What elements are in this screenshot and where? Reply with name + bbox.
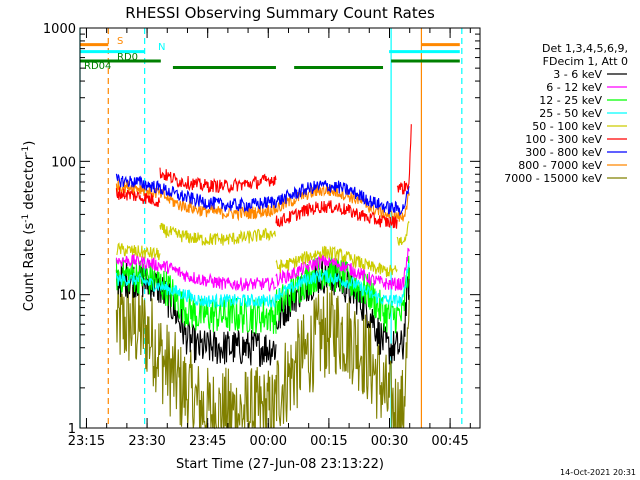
series-100-300kev [115, 124, 412, 229]
series-6-12kev [115, 247, 410, 292]
state-label-rd04: RD04 [84, 61, 111, 72]
series-line-segment-0 [116, 242, 161, 261]
series-line-segment-0 [115, 272, 277, 309]
legend-label: 7000 - 15000 keV [504, 172, 602, 185]
x-tick-label: 00:30 [371, 434, 408, 449]
series-50-100kev [116, 220, 410, 278]
series-line-segment-1 [275, 286, 410, 429]
legend-label: 6 - 12 keV [546, 81, 602, 94]
series-line-segment-0 [115, 179, 277, 222]
x-tick-label: 23:30 [128, 434, 165, 449]
legend-label: 3 - 6 keV [553, 68, 602, 81]
x-axis-label: Start Time (27-Jun-08 23:13:22) [176, 457, 384, 472]
footer-date: 14-Oct-2021 20:31 [560, 468, 636, 477]
x-tick-label: 00:15 [310, 434, 347, 449]
legend-label: 800 - 7000 keV [518, 159, 602, 172]
legend-header-line-2: FDecim 1, Att 0 [543, 55, 628, 68]
legend: Det 1,3,4,5,6,9, FDecim 1, Att 0 3 - 6 k… [504, 42, 628, 185]
series-line-segment-2 [275, 245, 398, 278]
plot-frame [79, 27, 481, 429]
y-tick-label: 1 [68, 422, 76, 437]
chart-title: RHESSI Observing Summary Count Rates [125, 4, 435, 22]
series-line-segment-0 [115, 257, 277, 334]
x-tick-label: 00:00 [250, 434, 287, 449]
series-line-segment-1 [275, 263, 410, 308]
legend-label: 12 - 25 keV [539, 94, 602, 107]
plot-area: S N RD0 RD04 1 10 100 1000 23:15 23:30 23:45 00:00 0… [43, 22, 481, 449]
series-25-50kev [115, 263, 410, 309]
series-line-segment-3 [396, 124, 412, 195]
series-line-segment-1 [275, 180, 410, 217]
legend-label: 300 - 800 keV [525, 146, 602, 159]
series-line-segment-0 [115, 277, 277, 430]
series-300-800kev [115, 173, 410, 217]
y-tick-label: 10 [59, 289, 76, 304]
series-line-segment-1 [159, 222, 277, 247]
legend-label: 25 - 50 keV [539, 107, 602, 120]
state-label-n: N [158, 42, 165, 53]
series-line-segment-0 [115, 173, 277, 213]
series-line-segment-1 [159, 167, 277, 194]
y-axis-label: Count Rate (s-1 detector-1) [21, 141, 37, 312]
y-tick-label: 1000 [43, 22, 76, 37]
state-label-s: S [117, 36, 123, 47]
series-line-segment-0 [115, 253, 277, 292]
legend-label: 50 - 100 keV [532, 120, 602, 133]
y-tick-label: 100 [51, 155, 76, 170]
x-tick-label: 23:15 [68, 434, 105, 449]
x-tick-label: 23:45 [189, 434, 226, 449]
series-line-segment-1 [275, 247, 410, 291]
series-line-segment-3 [396, 220, 410, 246]
series-line-segment-0 [115, 187, 161, 208]
series-7000-15000kev [115, 277, 410, 430]
x-tick-label: 00:45 [431, 434, 468, 449]
legend-header-line-1: Det 1,3,4,5,6,9, [542, 42, 628, 55]
legend-label: 100 - 300 keV [525, 133, 602, 146]
state-label-rd0: RD0 [117, 52, 138, 63]
series-line-segment-2 [275, 200, 398, 229]
